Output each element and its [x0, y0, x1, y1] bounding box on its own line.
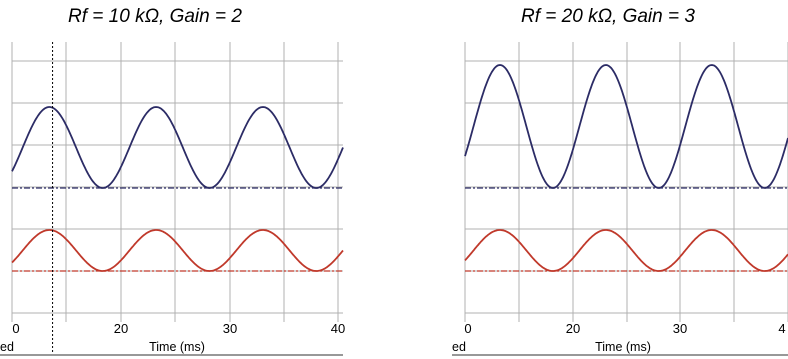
partial-axis-label: ed — [0, 340, 14, 354]
output-waveform — [11, 106, 344, 189]
input-waveform — [11, 229, 344, 272]
chart-title-left: Rf = 10 kΩ, Gain = 2 — [68, 6, 242, 27]
tick-label: 30 — [673, 321, 687, 336]
x-axis-label: Time (ms) — [149, 340, 205, 354]
tick-label: 0 — [464, 321, 471, 336]
tick-label: 4 — [778, 321, 785, 336]
tick-label: 0 — [12, 321, 19, 336]
output-waveform — [464, 64, 788, 189]
tick-label: 20 — [566, 321, 580, 336]
x-axis-label: Time (ms) — [595, 340, 651, 354]
partial-axis-label: ed — [452, 340, 466, 354]
chart-title-right: Rf = 20 kΩ, Gain = 3 — [521, 6, 695, 27]
input-waveform — [464, 229, 788, 272]
tick-label: 40 — [331, 321, 345, 336]
tick-label: 20 — [114, 321, 128, 336]
tick-label: 30 — [223, 321, 237, 336]
